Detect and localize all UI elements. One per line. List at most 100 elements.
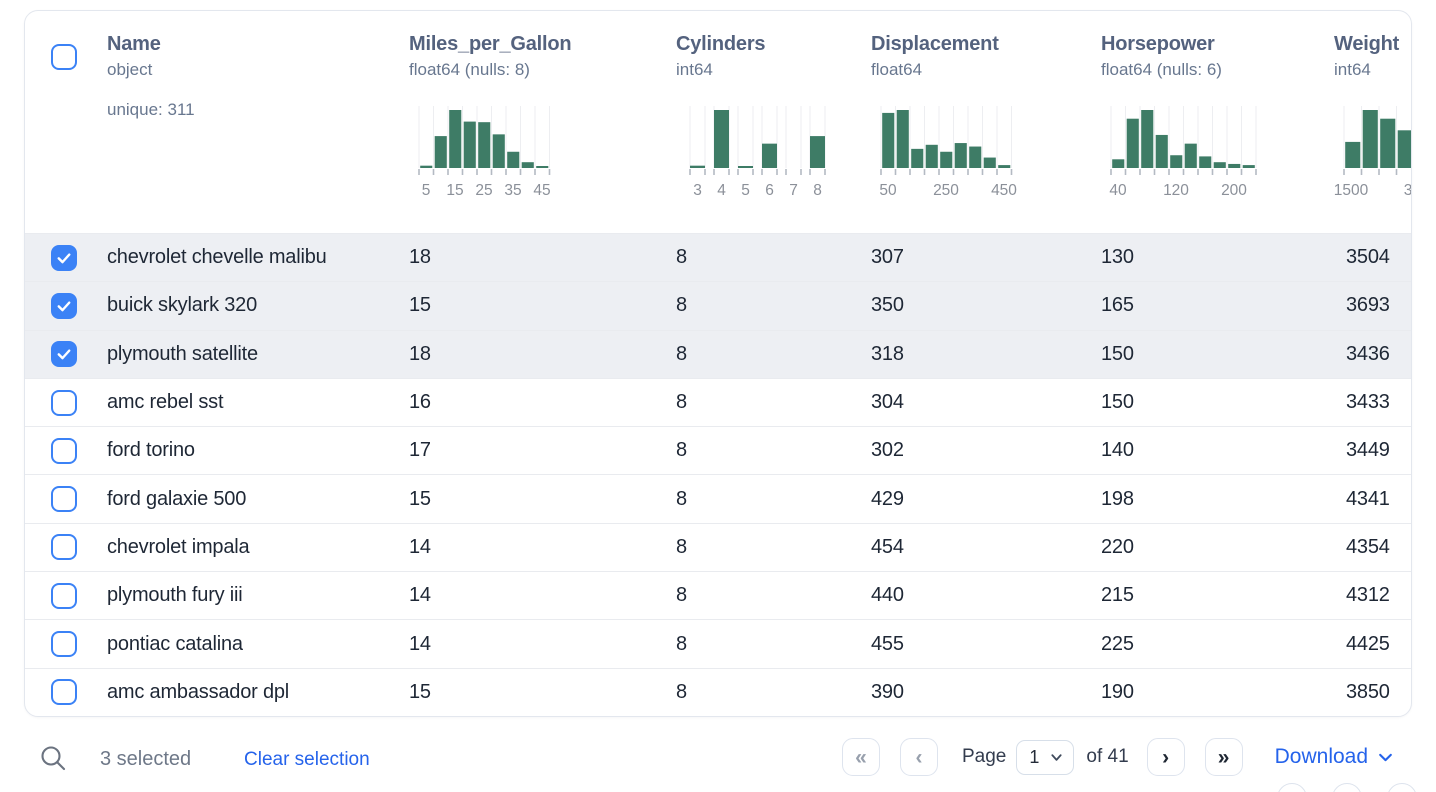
table-header: Name object unique: 311 Miles_per_Gallon…	[25, 11, 1411, 233]
first-page-button[interactable]: «	[842, 738, 880, 776]
row-checkbox[interactable]	[51, 292, 77, 319]
cell-horsepower: 190	[1101, 680, 1134, 703]
table-row[interactable]: amc rebel sst 16 8 304 150 3433	[25, 377, 1411, 426]
cell-displacement: 350	[871, 294, 904, 317]
cell-displacement: 429	[871, 487, 904, 510]
hidden-action-button[interactable]	[1332, 783, 1362, 792]
row-checkbox[interactable]	[51, 389, 77, 416]
cell-name: buick skylark 320	[107, 294, 257, 317]
row-checkbox[interactable]	[51, 631, 77, 658]
column-header-horsepower[interactable]: Horsepower float64 (nulls: 6) 40 120 200	[1101, 11, 1334, 233]
row-checkbox[interactable]	[51, 486, 77, 513]
column-title: Name	[107, 33, 161, 55]
cell-cylinders: 8	[676, 294, 687, 317]
row-checkbox-cell	[25, 437, 107, 464]
cell-cylinders: 8	[676, 246, 687, 269]
cell-weight: 4341	[1346, 487, 1390, 510]
cell-miles-per-gallon: 14	[409, 584, 431, 607]
search-icon[interactable]	[40, 745, 67, 777]
cell-name: ford galaxie 500	[107, 487, 247, 510]
row-checkbox[interactable]	[51, 341, 77, 368]
last-page-button[interactable]: »	[1204, 738, 1243, 776]
cell-name: chevrolet impala	[107, 535, 250, 558]
column-unique-count: unique: 311	[107, 100, 195, 119]
page-count-label: of 41	[1086, 746, 1129, 767]
svg-text:5: 5	[422, 182, 431, 199]
row-checkbox[interactable]	[51, 437, 77, 464]
cell-cylinders: 8	[676, 391, 687, 414]
column-dtype: int64	[1334, 60, 1371, 79]
hidden-action-button[interactable]	[1277, 783, 1307, 792]
column-title: Cylinders	[676, 33, 766, 55]
svg-text:4: 4	[717, 182, 726, 199]
cell-displacement: 390	[871, 680, 904, 703]
row-checkbox-cell	[25, 679, 107, 706]
download-button[interactable]: Download	[1275, 745, 1394, 769]
cell-displacement: 454	[871, 535, 904, 558]
table-row[interactable]: pontiac catalina 14 8 455 225 4425	[25, 619, 1411, 667]
cell-name: plymouth satellite	[107, 342, 258, 365]
svg-text:3: 3	[693, 182, 702, 199]
select-all-checkbox[interactable]	[51, 44, 77, 70]
row-checkbox[interactable]	[51, 534, 77, 561]
cell-displacement: 302	[871, 439, 904, 462]
previous-page-button[interactable]: ‹	[900, 738, 938, 776]
svg-text:250: 250	[933, 182, 959, 199]
svg-text:35: 35	[504, 182, 521, 199]
table-row[interactable]: chevrolet impala 14 8 454 220 4354	[25, 522, 1411, 571]
chevron-down-icon	[1051, 753, 1062, 761]
row-checkbox-cell	[25, 486, 107, 513]
table-row[interactable]: plymouth fury iii 14 8 440 215 4312	[25, 571, 1411, 619]
checkmark-icon	[57, 253, 71, 263]
pagination: « ‹ Page 1 of 41 › » Download	[842, 738, 1394, 776]
column-header-miles-per-gallon[interactable]: Miles_per_Gallon float64 (nulls: 8) 5 15 2…	[409, 11, 676, 233]
page-select-value: 1	[1029, 746, 1040, 767]
row-checkbox-cell	[25, 534, 107, 561]
table-row[interactable]: buick skylark 320 15 8 350 165 3693	[25, 281, 1411, 330]
column-dtype: float64	[871, 60, 923, 79]
cell-miles-per-gallon: 15	[409, 294, 431, 317]
histogram-displacement[interactable]: 50 250 450	[879, 106, 1101, 201]
data-table-card: Name object unique: 311 Miles_per_Gallon…	[24, 10, 1412, 717]
cell-weight: 4425	[1346, 632, 1390, 655]
cell-horsepower: 140	[1101, 439, 1134, 462]
cell-miles-per-gallon: 18	[409, 342, 431, 365]
row-checkbox-cell	[25, 244, 107, 271]
cell-cylinders: 8	[676, 584, 687, 607]
table-row[interactable]: chevrolet chevelle malibu 18 8 307 130 3…	[25, 233, 1411, 282]
cell-miles-per-gallon: 15	[409, 487, 431, 510]
cell-horsepower: 150	[1101, 391, 1134, 414]
cell-horsepower: 220	[1101, 535, 1134, 558]
row-checkbox[interactable]	[51, 679, 77, 706]
cell-weight: 3850	[1346, 680, 1390, 703]
histogram-weight[interactable]: 1500 3500	[1334, 106, 1411, 201]
column-dtype: float64 (nulls: 6)	[1101, 60, 1222, 79]
column-header-displacement[interactable]: Displacement float64 50 250 450	[871, 11, 1101, 233]
cell-weight: 3504	[1346, 246, 1390, 269]
table-row[interactable]: amc ambassador dpl 15 8 390 190 3850	[25, 667, 1411, 716]
row-checkbox[interactable]	[51, 582, 77, 609]
svg-text:40: 40	[1109, 182, 1127, 199]
table-row[interactable]: ford torino 17 8 302 140 3449	[25, 426, 1411, 474]
table-row[interactable]: plymouth satellite 18 8 318 150 3436	[25, 329, 1411, 378]
table-row[interactable]: ford galaxie 500 15 8 429 198 4341	[25, 474, 1411, 522]
cell-miles-per-gallon: 16	[409, 391, 431, 414]
cell-horsepower: 198	[1101, 487, 1134, 510]
row-checkbox[interactable]	[51, 244, 77, 271]
header-checkbox-cell	[25, 11, 107, 233]
row-checkbox-cell	[25, 582, 107, 609]
page-select[interactable]: 1	[1016, 739, 1075, 775]
cell-cylinders: 8	[676, 487, 687, 510]
column-header-weight[interactable]: Weight int64 1500 3500	[1334, 11, 1411, 233]
hidden-action-button[interactable]	[1387, 783, 1417, 792]
cell-miles-per-gallon: 14	[409, 535, 431, 558]
histogram-horsepower[interactable]: 40 120 200	[1109, 106, 1334, 201]
next-page-button[interactable]: ›	[1146, 738, 1185, 776]
cell-name: amc rebel sst	[107, 391, 224, 414]
row-checkbox-cell	[25, 631, 107, 658]
clear-selection-link[interactable]: Clear selection	[244, 749, 370, 770]
histogram-miles-per-gallon[interactable]: 5 15 25 35 45	[418, 106, 676, 201]
column-header-name[interactable]: Name object unique: 311	[107, 11, 409, 233]
